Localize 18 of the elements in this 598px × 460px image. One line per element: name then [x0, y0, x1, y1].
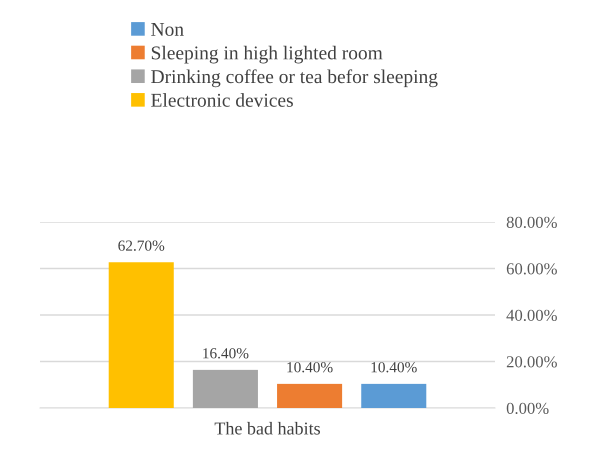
- y-tick-label: 60.00%: [506, 263, 557, 275]
- bar: [277, 384, 342, 408]
- data-label: 16.40%: [203, 348, 248, 358]
- bar: [192, 370, 258, 408]
- bar: [108, 262, 174, 408]
- legend-label: Drinking coffee or tea befor sleeping: [151, 69, 438, 88]
- data-label: 10.40%: [287, 362, 333, 372]
- legend-label: Sleeping in high lighted room: [152, 46, 382, 64]
- data-label: 62.70%: [118, 240, 164, 251]
- y-tick-label: 0.00%: [506, 402, 549, 414]
- y-tick-label: 40.00%: [506, 310, 557, 322]
- legend-label: Non: [151, 22, 184, 36]
- data-label: 10.40%: [372, 362, 417, 372]
- x-tick-label: The bad habits: [214, 422, 320, 435]
- bar: [361, 384, 426, 408]
- legend-label: Electronic devices: [151, 93, 293, 107]
- y-tick-label: 20.00%: [506, 356, 557, 368]
- y-tick-label: 80.00%: [506, 216, 557, 228]
